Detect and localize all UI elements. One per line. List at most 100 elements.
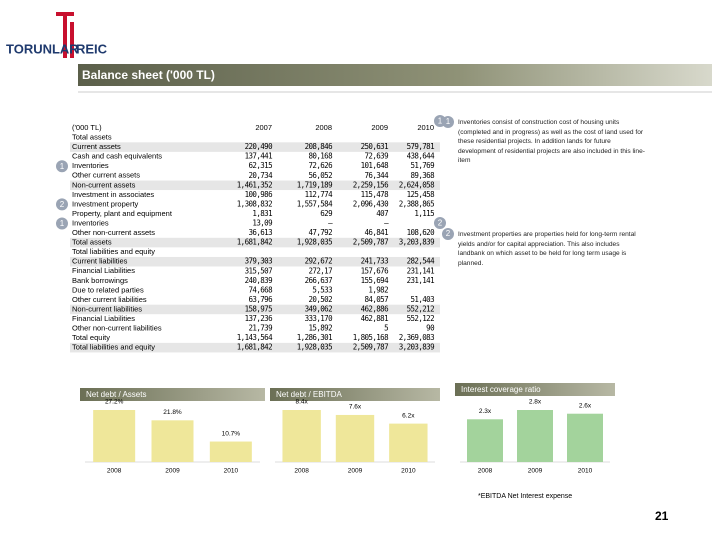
chart-header [80,388,265,401]
column-header: 2008 [315,123,332,132]
cell: 1,982 [368,285,388,294]
cell: 125,458 [407,190,435,199]
cell: 155,694 [361,276,389,285]
x-tick-label: 2010 [401,468,416,475]
x-tick-label: 2008 [478,468,493,475]
cell: 2,259,156 [353,180,389,189]
cell: 84,057 [365,295,389,304]
row-label: Inventories [72,161,109,170]
note-text: Inventories consist of construction cost… [458,119,645,165]
chart-title: Interest coverage ratio [461,385,541,394]
cell: 407 [376,209,388,218]
cell: 241,733 [361,257,388,266]
logo-text: REIC [76,41,108,56]
x-tick-label: 2010 [578,468,593,475]
cell: 240,839 [245,276,272,285]
chart-title: Net debt / Assets [86,390,146,399]
cell: 157,676 [361,266,389,275]
row-label: Current assets [72,142,121,151]
row-label: Total equity [72,333,110,342]
cell: 36,613 [249,228,273,237]
cell: 282,544 [407,257,435,266]
cell: 47,792 [309,228,333,237]
note-marker: 1 [442,116,454,128]
cell: 231,141 [407,276,434,285]
cell: 72,626 [309,161,334,170]
x-tick-label: 2008 [294,468,309,475]
cell: 20,734 [249,171,274,180]
row-label: Other non-current liabilities [72,324,162,333]
bar [282,410,321,462]
cell: 2,509,787 [353,238,388,247]
cell: 379,303 [245,257,272,266]
cell: 292,672 [305,257,332,266]
row-band [70,304,440,315]
cell: 552,122 [407,314,434,323]
cell: 5 [384,324,388,333]
x-tick-label: 2009 [348,468,363,475]
cell: 20,502 [309,295,333,304]
cell: 62,315 [249,161,273,170]
cell: 15,892 [309,324,333,333]
unit-label: ('000 TL) [72,123,102,132]
x-tick-label: 2008 [107,468,122,475]
cell: 552,212 [407,304,434,313]
bar [209,441,252,462]
cell: 101,648 [361,161,389,170]
cell: 266,637 [305,276,332,285]
cell: 1,308,832 [237,199,272,208]
value-label: 2.3x [479,408,492,415]
cell: 1,461,352 [237,180,272,189]
bar [467,419,503,462]
cell: 333,170 [305,314,333,323]
cell: 2,509,787 [353,343,388,352]
cell: 74,668 [249,285,274,294]
note-marker: 2 [442,228,454,240]
column-header: 2009 [371,123,388,132]
cell: 462,881 [361,314,388,323]
marker: 1 [60,162,65,171]
cell: 2,388,865 [399,199,434,208]
cell: 220,490 [245,142,273,151]
row-label: Non-current assets [72,180,136,189]
bar [567,413,603,462]
cell: 63,796 [249,295,274,304]
bar [151,420,194,462]
bar [335,414,375,462]
value-label: 21.8% [163,409,182,416]
value-label: 2.8x [529,399,542,406]
cell: 158,975 [245,304,272,313]
row-label: Other current assets [72,171,140,180]
cell: 46,841 [365,228,389,237]
title: Balance sheet ('000 TL) [82,68,215,82]
cell: 272,17 [309,266,333,275]
value-label: 8.4x [296,399,309,406]
cell: 3,203,839 [399,343,434,352]
value-label: 7.6x [349,404,362,411]
row-label: Other non-current assets [72,228,155,237]
row-label: Cash and cash equivalents [72,152,162,161]
row-band [70,256,440,267]
cell: 1,928,035 [297,238,332,247]
chart-header [455,383,615,396]
row-label: Total liabilities and equity [72,343,155,352]
cell: 579,781 [407,142,434,151]
cell: 629 [320,209,332,218]
bar [93,410,136,462]
cell: 1,805,168 [353,333,389,342]
cell: 1,286,301 [297,333,332,342]
cell: – [328,219,333,228]
cell: 438,644 [407,152,435,161]
logo-shape [70,22,74,58]
note-text: Investment properties are properties hel… [458,231,636,267]
marker: 2 [60,200,65,209]
cell: 349,062 [305,304,332,313]
cell: 80,168 [309,152,334,161]
cell: 1,928,035 [297,343,332,352]
marker-circle [434,217,446,230]
cell: 1,681,842 [237,238,272,247]
cell: 137,441 [245,152,272,161]
row-label: Current liabilities [72,257,128,266]
